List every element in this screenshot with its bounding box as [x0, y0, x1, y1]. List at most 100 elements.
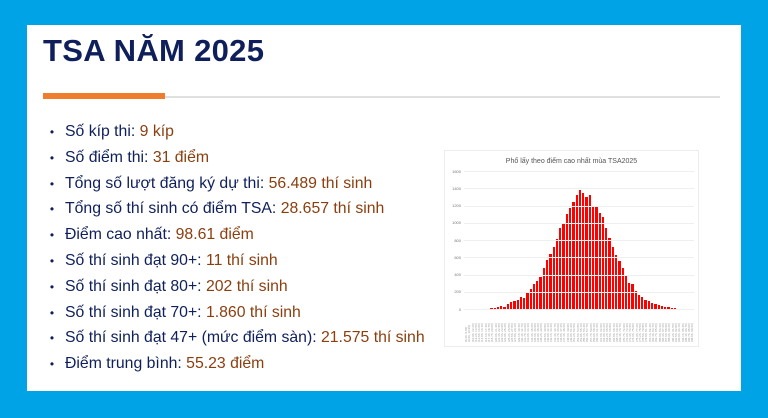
- histogram-bar: [628, 283, 632, 309]
- bullet-icon: •: [49, 150, 55, 165]
- y-tick-label: 1200: [452, 203, 461, 208]
- histogram-bar: [637, 295, 642, 309]
- bullet-icon: •: [49, 253, 55, 268]
- histogram-bar: [523, 297, 527, 309]
- gridline: [464, 291, 694, 293]
- title-divider: [43, 96, 720, 98]
- histogram-bar: [670, 307, 674, 309]
- histogram-bar: [585, 196, 589, 309]
- y-tick-label: 1600: [452, 168, 461, 174]
- stat-item: • Số kíp thi: 9 kíp: [39, 119, 425, 145]
- gridline: [464, 222, 694, 224]
- histogram-bar: [539, 277, 543, 309]
- histogram-bar: [611, 246, 615, 309]
- y-tick-label: 800: [454, 237, 461, 243]
- bullet-icon: •: [49, 305, 55, 320]
- histogram-bar: [503, 306, 507, 309]
- histogram-bar: [552, 246, 556, 309]
- histogram-bar: [664, 306, 668, 309]
- histogram-bar: [598, 213, 602, 309]
- bullet-icon: •: [49, 176, 55, 191]
- histogram-bar: [578, 189, 583, 309]
- stat-value: 31 điểm: [152, 148, 210, 166]
- stat-value: 202 thí sinh: [205, 277, 288, 295]
- score-distribution-chart: Phổ lấy theo điểm cao nhất mùa TSA2025 […: [444, 150, 699, 347]
- stat-value: 56.489 thí sinh: [268, 174, 373, 192]
- stat-value: 1.860 thí sinh: [205, 303, 301, 321]
- plot-area: [464, 171, 694, 309]
- histogram-bar: [647, 300, 652, 309]
- histogram-bar: [660, 306, 665, 309]
- stat-item: • Điểm trung bình: 55.23 điểm: [39, 351, 425, 377]
- histogram-bar: [614, 254, 619, 309]
- histogram-bar: [536, 280, 540, 309]
- histogram-bar: [526, 293, 530, 309]
- histogram-bar: [562, 224, 566, 309]
- gridline: [464, 188, 694, 190]
- stat-label: Số thí sinh đạt 47+ (mức điểm sàn):: [65, 329, 321, 347]
- gridline: [464, 257, 694, 259]
- bullet-icon: •: [49, 228, 55, 243]
- histogram-bar: [549, 253, 553, 309]
- stat-item: • Tổng số thí sinh có điểm TSA: 28.657 th…: [39, 196, 425, 222]
- x-tick-label: (69.46, 70.76]: [618, 323, 622, 342]
- histogram-bar: [588, 195, 592, 309]
- histogram-bar: [565, 214, 569, 309]
- histogram-bar: [608, 238, 612, 309]
- stat-value: 21.575 thí sinh: [320, 329, 425, 347]
- bullet-icon: •: [49, 202, 55, 217]
- stat-item: • Điểm cao nhất: 98.61 điểm: [39, 222, 425, 248]
- stat-item: • Số điểm thi: 31 điểm: [39, 145, 425, 171]
- stat-label: Số thí sinh đạt 80+:: [65, 277, 206, 295]
- stat-label: Số thí sinh đạt 90+:: [65, 251, 206, 269]
- histogram-bar: [618, 260, 622, 309]
- gridline: [464, 240, 694, 241]
- histogram-bar: [634, 290, 638, 309]
- histogram-bar: [601, 216, 606, 309]
- stat-label: Điểm trung bình:: [65, 355, 187, 373]
- bullet-icon: •: [49, 125, 55, 139]
- histogram-bar: [667, 307, 671, 309]
- stat-item: • Số thí sinh đạt 90+: 11 thí sinh: [39, 248, 425, 274]
- stat-item: • Số thí sinh đạt 47+ (mức điểm sàn): 21.…: [39, 325, 425, 351]
- gridline: [464, 274, 694, 276]
- y-tick-label: 200: [454, 289, 461, 295]
- stat-label: Điểm cao nhất:: [65, 226, 176, 244]
- y-tick-label: 0: [458, 306, 461, 312]
- histogram-bar: [513, 301, 517, 309]
- y-tick-label: 1000: [452, 220, 461, 226]
- y-tick-label: 400: [454, 272, 461, 277]
- stats-list: • Số kíp thi: 9 kíp • Số điểm thi: 31 điểm…: [39, 119, 425, 377]
- stat-label: Số điểm thi:: [65, 148, 153, 166]
- histogram-bar: [569, 208, 573, 309]
- histogram-bar: [575, 195, 579, 309]
- stat-item: • Số thí sinh đạt 80+: 202 thí sinh: [39, 274, 425, 300]
- histogram-bar: [532, 284, 537, 309]
- histogram-bar: [555, 239, 560, 309]
- histogram-bar: [529, 289, 533, 309]
- stat-value: 55.23 điểm: [186, 355, 265, 373]
- stat-label: Tổng số lượt đăng ký dự thi:: [65, 174, 269, 192]
- stat-label: Số thí sinh đạt 70+:: [65, 303, 206, 321]
- histogram-bar: [500, 306, 504, 309]
- bullet-icon: •: [49, 357, 55, 372]
- bullet-icon: •: [49, 331, 55, 346]
- histogram-bar: [572, 202, 576, 309]
- histogram-bar: [542, 267, 547, 309]
- gridline: [464, 205, 694, 207]
- slide-panel: TSA NĂM 2025 • Số kíp thi: 9 kíp • Số điểm…: [27, 25, 741, 391]
- chart-title: Phổ lấy theo điểm cao nhất mùa TSA2025: [505, 158, 638, 165]
- histogram-bar: [519, 296, 524, 309]
- histogram-bar: [657, 305, 661, 309]
- stat-label: Số kíp thi:: [65, 123, 140, 140]
- histogram-bar: [546, 259, 550, 309]
- title-accent-bar: [43, 93, 165, 99]
- y-tick-label: 1400: [452, 185, 461, 191]
- histogram-bar: [559, 227, 563, 309]
- histogram-bar: [516, 300, 520, 309]
- slide-title: TSA NĂM 2025: [43, 33, 265, 68]
- histogram-bar: [582, 192, 586, 309]
- stat-item: • Tổng số lượt đăng ký dự thi: 56.489 thí…: [39, 171, 425, 197]
- histogram-bar: [641, 296, 645, 309]
- histogram-bar: [674, 308, 678, 309]
